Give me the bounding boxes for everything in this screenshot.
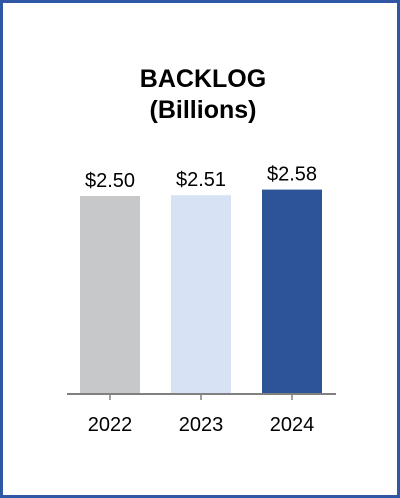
chart-subtitle: (Billions) [149, 96, 257, 124]
x-tick-label-2023: 2023 [179, 414, 224, 436]
data-label-2024: $2.58 [267, 164, 317, 186]
bar-2023 [171, 195, 231, 394]
x-tick-label-2022: 2022 [88, 414, 133, 436]
chart-title: BACKLOG [139, 65, 267, 93]
data-label-2022: $2.50 [85, 170, 135, 192]
x-tick-label-2024: 2024 [270, 414, 315, 436]
bar-2024 [262, 189, 322, 394]
data-label-2023: $2.51 [176, 169, 226, 191]
bar-2022 [80, 196, 140, 394]
